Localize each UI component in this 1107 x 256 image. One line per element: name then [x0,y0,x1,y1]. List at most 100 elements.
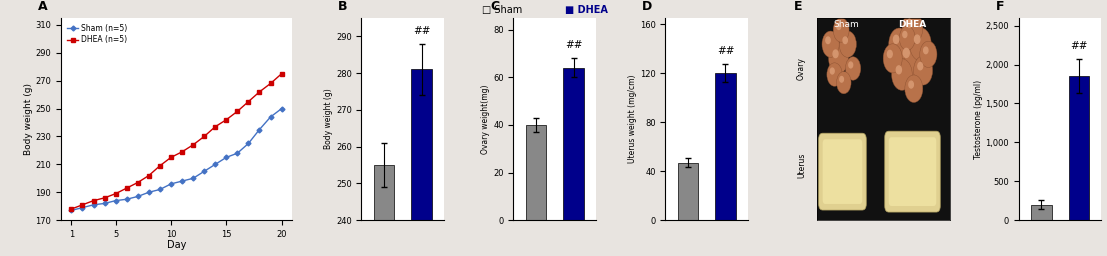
Text: Uterus: Uterus [797,153,806,178]
DHEA (n=5) [75,203,89,206]
FancyBboxPatch shape [823,139,862,204]
Text: ■ DHEA: ■ DHEA [565,5,608,15]
Sham (n=5) [241,142,255,145]
Text: DHEA: DHEA [899,20,927,29]
Circle shape [920,41,937,68]
Sham (n=5) [153,188,166,191]
DHEA (n=5) [153,164,166,167]
DHEA (n=5) [164,156,177,159]
Bar [1031,205,1052,220]
Circle shape [827,63,842,86]
DHEA (n=5) [108,192,122,195]
Sham (n=5) [208,163,221,166]
Text: B: B [339,0,348,13]
DHEA (n=5) [131,181,144,184]
Y-axis label: Body weight (g): Body weight (g) [324,89,333,150]
Sham (n=5) [142,191,155,194]
Circle shape [913,56,932,85]
Sham (n=5) [275,107,288,110]
Sham (n=5) [252,128,266,131]
DHEA (n=5) [86,199,100,202]
DHEA (n=5) [64,207,77,210]
X-axis label: Day: Day [167,240,186,250]
Circle shape [837,23,840,29]
DHEA (n=5) [142,174,155,177]
Circle shape [914,35,920,43]
Sham (n=5) [197,170,210,173]
Circle shape [902,12,923,44]
Circle shape [883,44,902,73]
DHEA (n=5) [186,143,199,146]
Text: C: C [490,0,499,13]
Y-axis label: Ovary weight(mg): Ovary weight(mg) [482,84,490,154]
Circle shape [889,28,910,60]
DHEA (n=5) [241,100,255,103]
Circle shape [834,50,838,58]
DHEA (n=5) [219,118,232,121]
DHEA (n=5) [230,110,244,113]
Circle shape [826,37,830,44]
Sham (n=5) [131,195,144,198]
Sham (n=5) [164,182,177,185]
Bar [411,69,432,256]
Text: □ Sham: □ Sham [482,5,521,15]
Text: Ovary: Ovary [797,57,806,80]
DHEA (n=5) [208,125,221,128]
Text: A: A [38,0,48,13]
Circle shape [837,71,851,94]
Sham (n=5) [175,179,188,183]
Sham (n=5) [219,156,232,159]
Circle shape [840,77,844,82]
Bar [563,68,583,220]
Circle shape [899,26,915,50]
Text: ##: ## [1070,41,1088,51]
DHEA (n=5) [263,82,277,85]
FancyBboxPatch shape [819,133,867,210]
DHEA (n=5) [275,72,288,75]
Circle shape [846,57,861,80]
Sham (n=5) [108,199,122,202]
DHEA (n=5) [175,150,188,153]
Circle shape [898,40,922,77]
Circle shape [830,68,835,74]
Sham (n=5) [186,177,199,180]
Bar [715,73,736,220]
Bar [374,165,394,256]
Text: ##: ## [413,26,431,36]
Sham (n=5) [75,206,89,209]
Circle shape [849,62,852,68]
Bar [526,125,546,220]
Circle shape [904,75,923,102]
Y-axis label: Testosterone (pg/ml): Testosterone (pg/ml) [974,79,983,159]
FancyBboxPatch shape [884,131,940,212]
Legend: Sham (n=5), DHEA (n=5): Sham (n=5), DHEA (n=5) [64,22,130,47]
Line: Sham (n=5): Sham (n=5) [70,107,283,212]
Sham (n=5) [64,209,77,212]
Circle shape [893,35,899,44]
Circle shape [823,31,839,57]
Circle shape [891,59,912,90]
Circle shape [829,43,848,73]
Bar [677,163,699,220]
Text: D: D [642,0,652,13]
Sham (n=5) [86,203,100,206]
DHEA (n=5) [120,187,133,190]
Text: F: F [996,0,1004,13]
Sham (n=5) [230,152,244,155]
Circle shape [834,18,849,42]
Y-axis label: Body weight (g): Body weight (g) [23,83,32,155]
Y-axis label: Uterus weight (mg/cm): Uterus weight (mg/cm) [628,75,637,163]
Circle shape [839,31,857,57]
Circle shape [918,62,922,70]
DHEA (n=5) [97,196,111,199]
Sham (n=5) [120,198,133,201]
Line: DHEA (n=5): DHEA (n=5) [70,72,283,211]
Bar [1068,76,1089,220]
Circle shape [888,50,892,58]
Text: E: E [794,0,803,13]
DHEA (n=5) [197,135,210,138]
Circle shape [903,48,909,57]
Circle shape [903,31,907,38]
DHEA (n=5) [252,90,266,93]
Circle shape [907,19,912,27]
